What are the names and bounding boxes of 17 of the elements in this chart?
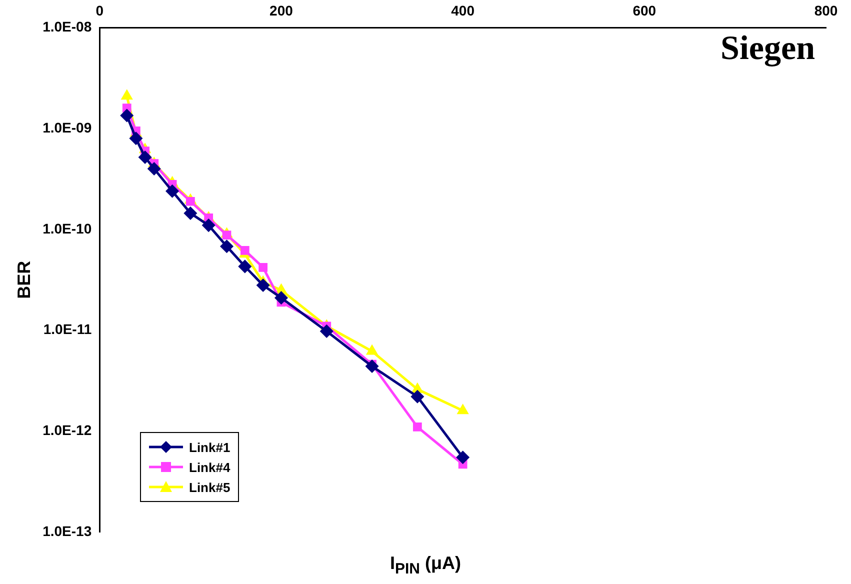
y-tick-label: 1.0E-10: [42, 220, 92, 236]
y-tick-label: 1.0E-08: [42, 18, 92, 35]
y-tick-label: 1.0E-09: [42, 120, 92, 136]
annotation: Siegen: [720, 30, 815, 68]
legend-label: Link#5: [189, 480, 230, 494]
x-tick-label: 800: [814, 2, 838, 18]
x-tick-label: 0: [96, 2, 104, 18]
legend-label: Link#4: [189, 460, 230, 474]
y-axis-title: BER: [14, 260, 34, 299]
legend-label: Link#1: [189, 440, 230, 454]
y-tick-label: 1.0E-12: [42, 422, 92, 438]
y-tick-label: 1.0E-11: [43, 321, 92, 338]
y-tick-label: 1.0E-13: [42, 522, 92, 539]
x-tick-label: 400: [451, 2, 475, 18]
x-tick-label: 200: [270, 2, 294, 18]
x-axis-title: I$_{PIN}$ (μA): [388, 553, 462, 578]
x-tick-label: 600: [632, 2, 656, 18]
